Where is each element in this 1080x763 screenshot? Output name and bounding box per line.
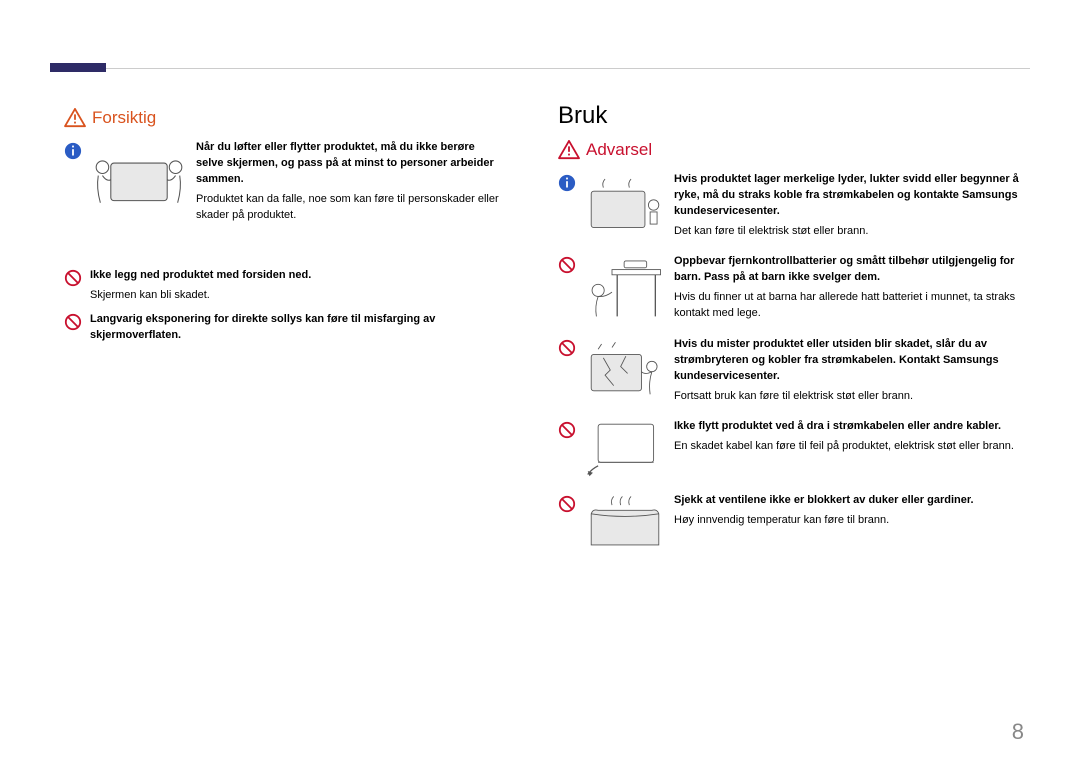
caution-item-1: Når du løfter eller flytter produktet, m… (64, 140, 504, 224)
text-bold: Sjekk at ventilene ikke er blokkert av d… (674, 494, 974, 506)
caution-item-3-text: Langvarig eksponering for direkte sollys… (90, 312, 504, 344)
caution-triangle-icon (64, 108, 86, 128)
text-sub: Det kan føre til elektrisk støt eller br… (674, 224, 1024, 240)
warning-item-2: Oppbevar fjernkontrollbatterier og smått… (558, 254, 1024, 323)
caution-label: Forsiktig (92, 108, 156, 128)
prohibit-icon (558, 339, 576, 357)
caution-heading: Forsiktig (64, 108, 504, 128)
info-icon (558, 174, 576, 192)
warning-item-4: Ikke flytt produktet ved å dra i strømka… (558, 419, 1024, 480)
text-bold: Hvis du mister produktet eller utsiden b… (674, 338, 999, 382)
header-accent-bar (50, 63, 106, 72)
text-bold: Hvis produktet lager merkelige lyder, lu… (674, 173, 1019, 217)
caution-item-3: Langvarig eksponering for direkte sollys… (64, 312, 504, 344)
warning-item-1: Hvis produktet lager merkelige lyder, lu… (558, 172, 1024, 240)
prohibit-icon (64, 313, 82, 331)
text-sub: En skadet kabel kan føre til feil på pro… (674, 439, 1014, 455)
text-sub: Høy innvendig temperatur kan føre til br… (674, 513, 974, 529)
caution-item-2-text: Ikke legg ned produktet med forsiden ned… (90, 268, 504, 304)
text-bold: Ikke flytt produktet ved å dra i strømka… (674, 420, 1001, 432)
text-bold: Når du løfter eller flytter produktet, m… (196, 141, 494, 185)
warning-item-5: Sjekk at ventilene ikke er blokkert av d… (558, 493, 1024, 554)
text-sub: Hvis du finner ut at barna har allerede … (674, 290, 1024, 322)
two-people-carry-illustration (92, 140, 186, 224)
text-bold: Ikke legg ned produktet med forsiden ned… (90, 269, 311, 281)
broken-screen-illustration (586, 337, 664, 405)
warning-label: Advarsel (586, 140, 652, 160)
text-bold: Oppbevar fjernkontrollbatterier og smått… (674, 255, 1014, 283)
warning-item-5-text: Sjekk at ventilene ikke er blokkert av d… (674, 493, 974, 554)
warning-item-1-text: Hvis produktet lager merkelige lyder, lu… (674, 172, 1024, 240)
text-sub: Skjermen kan bli skadet. (90, 288, 504, 304)
warning-triangle-icon (558, 140, 580, 160)
text-sub: Fortsatt bruk kan føre til elektrisk stø… (674, 389, 1024, 405)
warning-item-4-text: Ikke flytt produktet ved å dra i strømka… (674, 419, 1014, 480)
prohibit-icon (558, 495, 576, 513)
header-rule (50, 68, 1030, 69)
text-bold: Langvarig eksponering for direkte sollys… (90, 313, 435, 341)
warning-item-3-text: Hvis du mister produktet eller utsiden b… (674, 337, 1024, 405)
pull-cable-illustration (586, 419, 664, 480)
smoke-phone-illustration (586, 172, 664, 240)
prohibit-icon (558, 421, 576, 439)
prohibit-icon (558, 256, 576, 274)
prohibit-icon (64, 269, 82, 287)
child-table-illustration (586, 254, 664, 323)
vents-cloth-illustration (586, 493, 664, 554)
page-number: 8 (1012, 719, 1024, 745)
text-sub: Produktet kan da falle, noe som kan føre… (196, 192, 504, 224)
warning-item-2-text: Oppbevar fjernkontrollbatterier og smått… (674, 254, 1024, 323)
section-title-bruk: Bruk (558, 102, 1024, 130)
warning-item-3: Hvis du mister produktet eller utsiden b… (558, 337, 1024, 405)
caution-item-1-text: Når du løfter eller flytter produktet, m… (196, 140, 504, 224)
warning-heading: Advarsel (558, 140, 1024, 160)
right-column: Bruk Advarsel Hvis produktet lager merke… (558, 102, 1024, 568)
info-icon (64, 142, 82, 160)
caution-item-2: Ikke legg ned produktet med forsiden ned… (64, 268, 504, 304)
left-column: Forsiktig Når du løfter eller flytter pr… (64, 108, 504, 347)
